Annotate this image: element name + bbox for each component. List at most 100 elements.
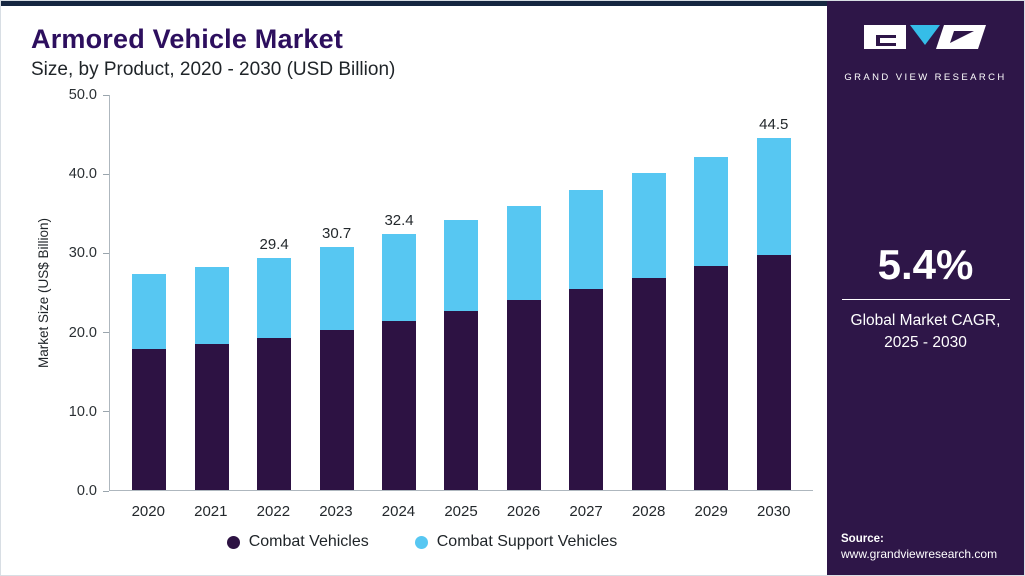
y-tick: 30.0 <box>69 245 109 261</box>
bar-value-label: 29.4 <box>259 235 289 253</box>
cagr-caption-line2: 2025 - 2030 <box>884 334 967 352</box>
bar-stack <box>631 173 666 490</box>
legend-item: Combat Support Vehicles <box>414 533 618 551</box>
bar-segment-combat-vehicles <box>319 329 354 490</box>
bar-segment-combat-vehicles <box>132 349 167 490</box>
y-axis: 0.0 10.0 20.0 30.0 40.0 50.0 <box>55 87 109 499</box>
x-axis-label: 2020 <box>131 502 165 520</box>
source-label: Source: <box>841 533 884 545</box>
bar-segment-combat-support-vehicles <box>382 234 417 321</box>
x-axis-label: 2024 <box>381 502 416 520</box>
stacked-bar-chart: Market Size (US$ Billion) 0.0 10.0 20.0 30.… <box>31 87 813 523</box>
bar-stack <box>194 267 229 490</box>
y-tick-mark <box>103 173 109 175</box>
x-axis-label: 2021 <box>194 502 228 520</box>
gvr-logo-icon <box>864 25 987 49</box>
y-tick: 20.0 <box>69 325 109 341</box>
bar-segment-combat-support-vehicles <box>444 219 479 312</box>
bar-stack <box>319 247 354 490</box>
bar-stack <box>506 205 541 490</box>
bar-segment-combat-support-vehicles <box>319 247 354 330</box>
bar-group <box>430 95 492 490</box>
y-tick: 0.0 <box>77 483 109 499</box>
bar-group: 30.7 <box>305 95 367 490</box>
cagr-divider <box>841 299 1010 300</box>
cagr-block: 5.4% Global Market CAGR, 2025 - 2030 <box>839 241 1012 355</box>
bar-group: 44.5 <box>743 95 805 490</box>
bar-stack <box>694 156 729 490</box>
page-subtitle: Size, by Product, 2020 - 2030 (USD Billi… <box>31 59 396 80</box>
legend-dot-icon <box>226 535 240 549</box>
y-tick: 10.0 <box>69 404 109 420</box>
bar-segment-combat-vehicles <box>756 255 791 490</box>
y-tick-label: 0.0 <box>76 483 97 499</box>
legend-dot-icon <box>414 535 428 549</box>
bar-value-label: 30.7 <box>321 225 352 243</box>
bar-group <box>118 95 180 490</box>
x-axis-label: 2022 <box>256 502 291 520</box>
legend: Combat Vehicles Combat Support Vehicles <box>31 533 813 551</box>
y-tick-mark <box>103 411 109 413</box>
bar-group <box>618 95 680 490</box>
bar-stack <box>132 274 167 490</box>
chart-panel: Armored Vehicle Market Size, by Product,… <box>1 1 827 575</box>
bar-segment-combat-support-vehicles <box>194 267 229 344</box>
y-tick-label: 50.0 <box>68 87 97 103</box>
legend-item: Combat Vehicles <box>226 533 369 551</box>
bar-segment-combat-vehicles <box>444 311 479 490</box>
x-labels: 2020 2021 2022 2023 2024 2025 2026 2027 2028 2029… <box>109 491 813 523</box>
cagr-caption-line1: Global Market CAGR, <box>850 312 1001 329</box>
x-axis-label: 2027 <box>569 502 603 520</box>
bar-segment-combat-vehicles <box>506 300 541 490</box>
y-tick-mark <box>103 252 109 254</box>
source-url-link[interactable]: www.grandviewresearch.com <box>841 547 998 561</box>
y-axis-title: Market Size (US$ Billion) <box>35 217 51 369</box>
y-tick-mark <box>103 94 109 96</box>
plot-area: 29.4 30.7 32.4 44.5 <box>109 95 813 491</box>
bar-segment-combat-support-vehicles <box>132 274 167 350</box>
x-axis-label: 2023 <box>319 502 353 520</box>
y-tick-label: 20.0 <box>68 324 97 341</box>
bar-group <box>493 95 555 490</box>
bar-stack <box>569 189 604 490</box>
bar-segment-combat-support-vehicles <box>694 156 729 267</box>
x-axis-label: 2028 <box>631 502 666 520</box>
bar-segment-combat-support-vehicles <box>756 138 791 256</box>
cagr-value: 5.4% <box>877 241 974 288</box>
bar-segment-combat-support-vehicles <box>257 257 292 338</box>
y-tick-label: 30.0 <box>68 245 97 262</box>
bar-value-label: 32.4 <box>384 212 414 230</box>
bar-stack <box>382 234 417 490</box>
bar-group <box>180 95 242 490</box>
bar-stack <box>756 138 791 490</box>
y-tick-mark <box>103 490 109 492</box>
x-axis-label: 2025 <box>444 502 478 520</box>
x-axis-label: 2029 <box>694 502 728 520</box>
brand-name: GRAND VIEW RESEARCH <box>844 72 1007 83</box>
cagr-caption: Global Market CAGR, 2025 - 2030 <box>839 310 1012 355</box>
legend-label: Combat Vehicles <box>248 533 369 550</box>
bar-segment-combat-vehicles <box>694 266 729 490</box>
y-tick: 40.0 <box>69 166 109 182</box>
legend-label: Combat Support Vehicles <box>436 533 618 550</box>
bar-stack <box>444 219 479 490</box>
bar-group: 29.4 <box>243 95 305 490</box>
page-title: Armored Vehicle Market <box>31 24 344 54</box>
bar-segment-combat-support-vehicles <box>631 173 666 278</box>
y-tick-label: 40.0 <box>68 166 97 183</box>
y-tick-mark <box>103 332 109 334</box>
bar-segment-combat-vehicles <box>631 277 666 490</box>
bar-group: 32.4 <box>368 95 430 490</box>
bar-segment-combat-vehicles <box>569 289 604 490</box>
y-axis-title-cell: Market Size (US$ Billion) <box>31 95 55 491</box>
bar-segment-combat-vehicles <box>194 343 229 490</box>
source-block: Source: www.grandviewresearch.com <box>839 533 997 561</box>
y-tick: 50.0 <box>69 87 109 103</box>
bars: 29.4 30.7 32.4 44.5 <box>110 95 813 490</box>
bar-segment-combat-support-vehicles <box>569 189 604 290</box>
bar-segment-combat-vehicles <box>257 337 292 490</box>
bar-stack <box>257 257 292 490</box>
bar-group <box>555 95 617 490</box>
bar-segment-combat-support-vehicles <box>506 205 541 301</box>
